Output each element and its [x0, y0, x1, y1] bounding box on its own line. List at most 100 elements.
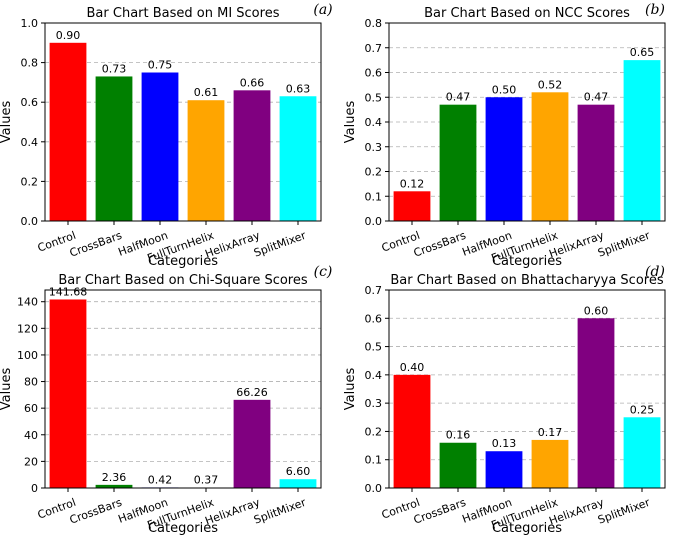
- panel-label: (d): [645, 264, 665, 280]
- data-label: 0.75: [148, 59, 173, 72]
- chart-panel-2: 0.00.10.20.30.40.50.60.70.80.12Control0.…: [343, 2, 666, 269]
- y-tick-label: 0.4: [365, 369, 383, 382]
- chart-panel-1: 0.00.20.40.60.81.00.90Control0.73CrossBa…: [0, 2, 333, 269]
- bar-control: [393, 374, 431, 488]
- bar-crossbars: [95, 76, 133, 222]
- x-axis-label: Categories: [148, 254, 218, 269]
- y-tick-label: 0.0: [365, 215, 383, 228]
- x-tick-label: CrossBars: [68, 496, 124, 527]
- bar-fullturnhelix: [531, 439, 569, 488]
- data-label: 0.40: [400, 361, 425, 374]
- bar-crossbars: [95, 484, 133, 488]
- x-tick-label: SplitMixer: [252, 229, 308, 260]
- y-tick-label: 0.8: [21, 57, 39, 70]
- y-tick-label: 60: [24, 402, 38, 415]
- data-label: 0.12: [400, 177, 425, 190]
- bar-control: [393, 191, 431, 221]
- bar-helixarray: [577, 318, 615, 488]
- x-axis-label: Categories: [148, 521, 218, 535]
- data-label: 2.36: [102, 471, 127, 484]
- bar-control: [49, 42, 87, 221]
- bar-splitmixer: [279, 96, 317, 221]
- data-label: 0.50: [492, 83, 517, 96]
- data-label: 0.25: [630, 403, 655, 416]
- chart-title: Bar Chart Based on MI Scores: [87, 6, 280, 21]
- y-tick-label: 0.6: [365, 312, 383, 325]
- y-tick-label: 0.6: [365, 67, 383, 80]
- y-tick-label: 0.4: [21, 136, 39, 149]
- bar-helixarray: [233, 399, 271, 488]
- data-label: 0.52: [538, 78, 563, 91]
- y-axis-label: Values: [343, 101, 358, 144]
- axes-frame: [44, 22, 322, 222]
- bar-control: [49, 299, 87, 488]
- data-label: 141.68: [49, 285, 88, 298]
- y-tick-label: 0.5: [365, 91, 383, 104]
- bar-splitmixer: [623, 60, 661, 221]
- x-tick-label: SplitMixer: [596, 496, 652, 527]
- data-label: 0.63: [286, 82, 311, 95]
- y-axis-label: Values: [0, 368, 14, 411]
- data-label: 0.65: [630, 46, 655, 59]
- y-tick-label: 0.7: [365, 284, 383, 297]
- panel-label: (c): [314, 264, 333, 280]
- bar-crossbars: [439, 104, 477, 221]
- y-tick-label: 0.3: [365, 141, 383, 154]
- x-tick-label: CrossBars: [68, 229, 124, 260]
- y-tick-label: 0.1: [365, 190, 383, 203]
- y-tick-label: 0.2: [365, 425, 383, 438]
- bar-splitmixer: [623, 417, 661, 488]
- data-label: 0.60: [584, 304, 609, 317]
- y-tick-label: 20: [24, 455, 38, 468]
- bar-fullturnhelix: [187, 100, 225, 221]
- data-label: 0.66: [240, 76, 265, 89]
- y-tick-label: 120: [17, 322, 38, 335]
- y-tick-label: 0.0: [365, 482, 383, 495]
- y-tick-label: 0.3: [365, 397, 383, 410]
- x-tick-label: CrossBars: [412, 229, 468, 260]
- data-label: 0.17: [538, 426, 563, 439]
- x-axis-label: Categories: [492, 521, 562, 535]
- y-axis-label: Values: [0, 101, 14, 144]
- panel-label: (b): [645, 2, 665, 18]
- x-axis-label: Categories: [492, 254, 562, 269]
- bar-halfmoon: [141, 72, 179, 221]
- axes-frame: [388, 22, 666, 222]
- data-label: 0.16: [446, 429, 471, 442]
- y-tick-label: 140: [17, 296, 38, 309]
- y-tick-label: 100: [17, 349, 38, 362]
- x-tick-label: SplitMixer: [252, 496, 308, 527]
- data-label: 0.37: [194, 474, 219, 487]
- y-tick-label: 0.8: [365, 17, 383, 30]
- bar-fullturnhelix: [531, 92, 569, 221]
- y-tick-label: 0.0: [21, 215, 39, 228]
- panel-label: (a): [313, 2, 332, 18]
- chart-title: Bar Chart Based on NCC Scores: [424, 6, 630, 21]
- axes-frame: [44, 289, 322, 489]
- chart-title: Bar Chart Based on Chi-Square Scores: [58, 273, 308, 288]
- chart-panel-3: 020406080100120140141.68Control2.36Cross…: [0, 264, 332, 535]
- bar-halfmoon: [485, 97, 523, 221]
- data-label: 0.47: [446, 91, 471, 104]
- y-axis-label: Values: [343, 368, 358, 411]
- y-tick-label: 80: [24, 376, 38, 389]
- chart-panel-4: 0.00.10.20.30.40.50.60.70.40Control0.16C…: [343, 264, 666, 535]
- data-label: 0.73: [102, 62, 127, 75]
- data-label: 0.47: [584, 91, 609, 104]
- bar-crossbars: [439, 442, 477, 488]
- bar-helixarray: [233, 90, 271, 221]
- data-label: 6.60: [286, 465, 311, 478]
- data-label: 0.90: [56, 29, 81, 42]
- x-tick-label: SplitMixer: [596, 229, 652, 260]
- y-tick-label: 0.7: [365, 42, 383, 55]
- y-tick-label: 0.1: [365, 454, 383, 467]
- y-tick-label: 40: [24, 429, 38, 442]
- data-label: 66.26: [236, 386, 268, 399]
- y-tick-label: 1.0: [21, 17, 39, 30]
- y-tick-label: 0.6: [21, 96, 39, 109]
- data-label: 0.13: [492, 437, 517, 450]
- y-tick-label: 0.5: [365, 341, 383, 354]
- axes-frame: [388, 289, 666, 489]
- y-tick-label: 0.4: [365, 116, 383, 129]
